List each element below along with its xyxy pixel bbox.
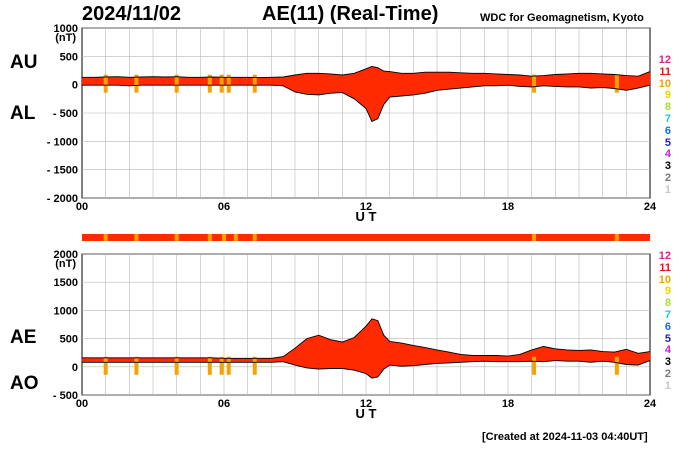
ae-ao-xtick-label: 18 [502,398,514,410]
legend-station-count: 4 [664,344,671,357]
ae-ao-ytick-label: 2000 [54,249,78,261]
ae-ao-ytick-label: 1000 [54,305,78,317]
ae-ao-xtick-label: 24 [644,398,657,410]
au-al-xtick-label: 18 [502,201,514,213]
station-count-legend-bottom: 12 11 10 9 8 7 6 5 4 3 2 1 [651,250,671,393]
au-al-band [82,66,650,122]
data-quality-marker [103,234,108,241]
au-al-xaxis-title: U T [356,209,377,224]
legend-station-count: 12 [658,250,671,262]
ae-ao-station-marker [174,356,179,375]
au-al-ytick-label: - 500 [53,108,78,120]
legend-station-count: 6 [664,320,671,333]
ao-label: AO [10,373,39,394]
legend-station-count: 8 [664,297,671,310]
legend-station-count: 9 [664,285,671,298]
au-al-ytick-label: 1000 [54,23,78,35]
data-quality-marker [134,234,139,241]
au-al-xtick-label: 06 [218,201,230,213]
ae-ao-series-line-ae [82,318,651,359]
au-al-xtick-label: 12 [360,201,372,213]
legend-station-count: 11 [659,261,671,274]
station-count-legend-top: 12 11 10 9 8 7 6 5 4 3 2 1 [651,54,671,197]
au-al-xtick-label: 00 [76,201,88,213]
data-quality-marker [233,234,238,241]
legend-station-count: 12 [658,54,671,66]
ae-ao-station-marker [134,356,139,375]
au-label: AU [10,52,38,73]
ae-ao-station-marker [252,356,257,375]
legend-station-count: 1 [664,379,671,392]
ae-ao-ytick-label: 0 [72,362,78,374]
data-quality-marker [207,234,212,241]
ae-ao-series-line-ao [82,360,651,379]
au-al-station-marker [103,74,108,93]
legend-station-count: 2 [664,367,671,380]
legend-station-count: 7 [664,112,671,125]
au-al-series-line-al [82,84,651,123]
data-quality-marker [532,234,537,241]
data-quality-marker [222,234,226,241]
legend-station-count: 5 [664,136,671,149]
legend-station-count: 11 [659,65,671,78]
legend-station-count: 10 [658,77,671,90]
au-al-ytick-label: 0 [72,80,78,92]
ae-ao-unit-label: (nT) [55,258,76,270]
au-al-ytick-label: - 1500 [47,165,78,177]
legend-station-count: 3 [664,160,671,173]
ae-ao-station-marker [219,356,224,375]
ae-ao-band [82,318,650,379]
legend-station-count: 2 [664,171,671,184]
au-al-station-marker [614,74,619,93]
legend-station-count: 10 [658,273,671,286]
ae-ao-xtick-label: 00 [76,398,88,410]
legend-station-count: 4 [664,148,671,161]
legend-station-count: 1 [664,183,671,196]
data-quality-bar [82,234,650,241]
legend-station-count: 9 [664,89,671,102]
au-al-station-marker [134,74,139,93]
au-al-station-marker [226,74,231,93]
legend-station-count: 3 [664,356,671,369]
au-al-station-marker [219,74,224,93]
data-quality-marker [174,234,179,241]
index-title: AE(11) (Real-Time) [262,3,439,25]
au-al-xtick-label: 24 [644,201,657,213]
au-al-station-marker [207,74,212,93]
au-al-station-marker [174,74,179,93]
ae-ao-station-marker [103,356,108,375]
au-al-ytick-label: 500 [60,51,78,63]
ae-ao-ytick-label: 500 [60,334,78,346]
source-label: WDC for Geomagnetism, Kyoto [480,12,644,24]
ae-ao-station-marker [226,356,231,375]
ae-ao-xtick-label: 12 [360,398,372,410]
ae-ao-station-marker [614,356,619,375]
ae-ao-xtick-label: 06 [218,398,230,410]
al-label: AL [10,103,36,124]
legend-station-count: 7 [664,308,671,321]
legend-station-count: 6 [664,124,671,137]
legend-station-count: 5 [664,332,671,345]
ae-ao-ytick-label: 1500 [54,277,78,289]
ae-ao-station-marker [207,356,212,375]
au-al-unit-label: (nT) [55,32,76,44]
data-quality-marker [614,234,619,241]
ae-ao-xaxis-title: U T [356,406,377,421]
date-title: 2024/11/02 [82,3,181,25]
data-quality-marker [252,234,257,241]
legend-station-count: 8 [664,101,671,114]
ae-ao-station-marker [532,356,537,375]
au-al-station-marker [532,74,537,93]
au-al-series-line-au [82,66,651,79]
au-al-station-marker [252,74,257,93]
ae-label: AE [10,327,37,348]
au-al-ytick-label: - 2000 [47,193,78,205]
au-al-ytick-label: - 1000 [47,136,78,148]
created-timestamp: [Created at 2024-11-03 04:40UT] [482,431,648,443]
ae-ao-ytick-label: - 500 [53,390,78,402]
